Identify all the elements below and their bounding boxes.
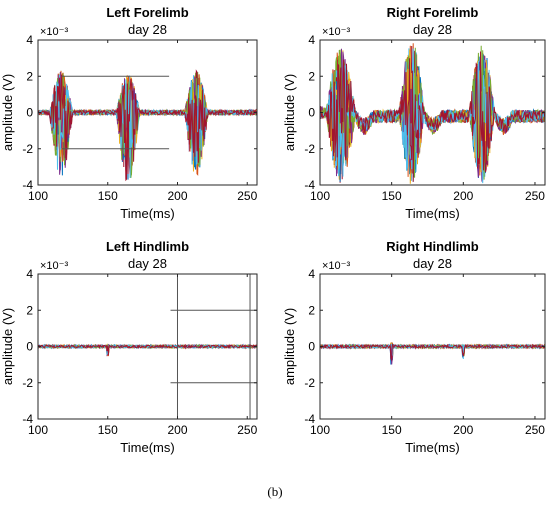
panel-subtitle: day 28 xyxy=(128,22,167,37)
x-tick-label: 200 xyxy=(167,423,187,437)
panel-subtitle: day 28 xyxy=(128,256,167,271)
panel-1: Left Forelimb day 28 ×10⁻³ 100 150 200 250 -4 -2… xyxy=(0,5,258,221)
x-tick-label: 200 xyxy=(453,189,473,203)
y-tick-label: 0 xyxy=(26,106,33,120)
x-tick-label: 200 xyxy=(453,423,473,437)
figure-caption: (b) xyxy=(267,484,283,499)
x-tick-label: 250 xyxy=(237,423,257,437)
x-axis-label: Time(ms) xyxy=(405,440,459,455)
traces xyxy=(38,69,257,182)
signal-trace xyxy=(320,342,545,362)
y-tick-label: 4 xyxy=(308,33,315,47)
panel-subtitle: day 28 xyxy=(413,22,452,37)
x-axis-label: Time(ms) xyxy=(120,206,174,221)
panel-title: Right Forelimb xyxy=(387,5,479,20)
y-tick-label: -2 xyxy=(22,142,33,156)
y-tick-label: 4 xyxy=(26,33,33,47)
x-tick-label: 150 xyxy=(98,189,118,203)
y-tick-label: 2 xyxy=(26,69,33,83)
y-tick-label: 0 xyxy=(308,340,315,354)
panel-title: Left Hindlimb xyxy=(106,239,189,254)
signal-trace xyxy=(38,343,257,356)
x-tick-label: 150 xyxy=(98,423,118,437)
y-tick-label: -2 xyxy=(304,376,315,390)
y-tick-label: 2 xyxy=(308,69,315,83)
y-tick-label: -2 xyxy=(304,142,315,156)
traces xyxy=(320,341,545,365)
x-axis-label: Time(ms) xyxy=(120,440,174,455)
x-tick-label: 100 xyxy=(310,423,330,437)
x-tick-label: 250 xyxy=(237,189,257,203)
y-tick-label: -4 xyxy=(304,178,315,192)
y-tick-label: 0 xyxy=(308,106,315,120)
y-tick-label: 2 xyxy=(26,303,33,317)
y-axis-label: amplitude (V) xyxy=(282,308,297,385)
x-tick-label: 150 xyxy=(382,423,402,437)
panel-subtitle: day 28 xyxy=(413,256,452,271)
x-tick-label: 100 xyxy=(310,189,330,203)
x-tick-label: 250 xyxy=(525,423,545,437)
traces xyxy=(320,43,545,184)
y-tick-label: 4 xyxy=(26,267,33,281)
panel-4: Right Hindlimb day 28 ×10⁻³ 100 150 200 250 -4 -… xyxy=(282,239,546,455)
y-exponent-label: ×10⁻³ xyxy=(322,26,350,38)
y-axis-label: amplitude (V) xyxy=(282,74,297,151)
y-axis-label: amplitude (V) xyxy=(0,308,15,385)
panel-title: Left Forelimb xyxy=(106,5,188,20)
x-tick-label: 200 xyxy=(167,189,187,203)
signal-trace xyxy=(320,51,545,182)
x-tick-label: 250 xyxy=(525,189,545,203)
y-tick-label: 0 xyxy=(26,340,33,354)
panel-3: Left Hindlimb day 28 ×10⁻³ 100 150 200 250 -4 -2… xyxy=(0,239,258,455)
x-tick-label: 150 xyxy=(382,189,402,203)
y-tick-label: -4 xyxy=(304,412,315,426)
y-tick-label: -2 xyxy=(22,376,33,390)
y-tick-label: -4 xyxy=(22,412,33,426)
x-tick-label: 100 xyxy=(28,189,48,203)
signal-trace xyxy=(38,74,257,182)
y-axis-label: amplitude (V) xyxy=(0,74,15,151)
y-exponent-label: ×10⁻³ xyxy=(40,26,68,38)
y-tick-label: 2 xyxy=(308,303,315,317)
x-axis-label: Time(ms) xyxy=(405,206,459,221)
x-tick-label: 100 xyxy=(28,423,48,437)
panel-title: Right Hindlimb xyxy=(386,239,478,254)
signal-trace xyxy=(38,77,257,180)
y-tick-label: -4 xyxy=(22,178,33,192)
y-exponent-label: ×10⁻³ xyxy=(40,260,68,272)
y-exponent-label: ×10⁻³ xyxy=(322,260,350,272)
y-tick-label: 4 xyxy=(308,267,315,281)
traces xyxy=(38,343,257,357)
panel-2: Right Forelimb day 28 ×10⁻³ 100 150 200 250 -4 -… xyxy=(282,5,546,221)
